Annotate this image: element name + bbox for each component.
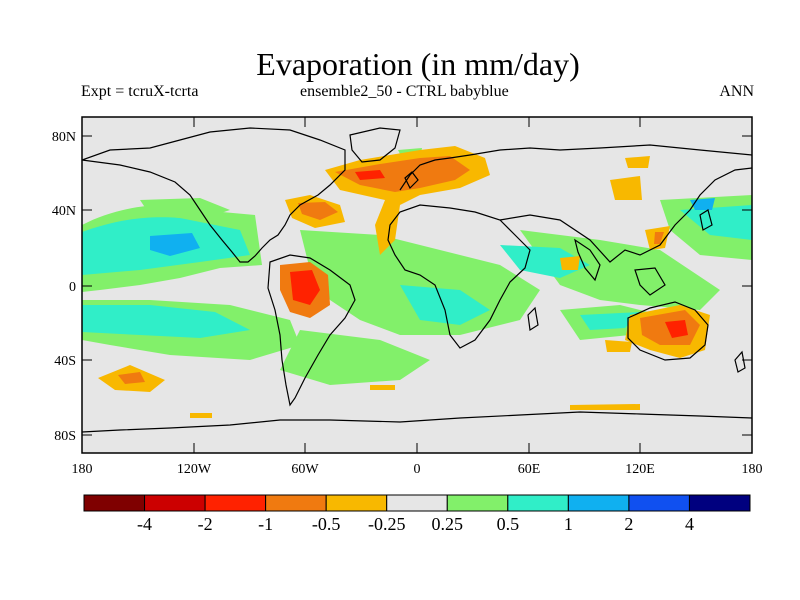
lat-label: 40N	[52, 204, 76, 219]
contour-south-pacific-orange	[118, 372, 145, 384]
contour-southern-yellow-2	[605, 340, 632, 352]
seasia-coast	[634, 267, 666, 296]
contour-north-atlantic-red	[355, 170, 385, 180]
experiment-label: Expt = tcruX-tcrta	[81, 83, 199, 100]
colorbar-swatch	[204, 494, 267, 512]
colorbar-label: -1	[258, 514, 273, 534]
colorbar-swatch	[83, 494, 146, 512]
colorbar-swatch	[144, 494, 206, 512]
lon-label: 60W	[291, 462, 319, 477]
contour-pacific-blue	[150, 233, 200, 256]
colorbar-label: -0.5	[312, 514, 341, 534]
contour-pacific-north-green	[140, 198, 230, 220]
india-coast	[574, 238, 601, 282]
contour-southern-yellow-1	[570, 404, 640, 410]
lon-tick-labels: 180 120W 60W 0 60E 120E 180	[72, 462, 763, 477]
colorbar-label: -4	[137, 514, 152, 534]
lat-label: 0	[69, 280, 76, 295]
lon-tick-marks	[193, 117, 641, 453]
greenland-coast	[349, 127, 401, 163]
lat-label: 80N	[52, 130, 76, 145]
lat-tick-labels: 80N 40N 0 40S 80S	[52, 130, 76, 444]
contour-atlantic-green-south	[280, 330, 430, 385]
contour-atlantic-cyan	[400, 285, 490, 325]
lon-label: 180	[742, 462, 763, 477]
lat-label: 80S	[54, 429, 76, 444]
colorbar-label: 0.25	[432, 514, 464, 534]
contour-westpac-cyan	[680, 205, 752, 240]
australia-coast	[627, 301, 709, 361]
japan-coast	[699, 209, 713, 231]
south-america-coast	[267, 254, 356, 407]
contour-siberia-yellow	[625, 156, 650, 168]
colorbar-swatch	[386, 494, 448, 512]
lat-tick-marks	[82, 135, 752, 436]
contour-china-orange	[654, 232, 664, 244]
lon-label: 120E	[625, 462, 655, 477]
contour-australia-red	[665, 320, 688, 338]
new-zealand-coast	[734, 350, 746, 373]
colorbar: -4 -2 -1 -0.5 -0.25 0.25 0.5 1 2 4	[83, 494, 751, 534]
contour-southern-yellow-4	[190, 413, 212, 418]
contour-amazon-red	[290, 270, 320, 305]
africa-coast	[387, 204, 531, 349]
contour-southern-yellow-3	[370, 385, 395, 390]
north-america-coast	[82, 127, 346, 263]
colorbar-label: -0.25	[368, 514, 406, 534]
ensemble-label: ensemble2_50 - CTRL babyblue	[300, 83, 509, 100]
contour-indian-yellow	[560, 256, 580, 270]
colorbar-label: -2	[198, 514, 213, 534]
colorbar-label: 1	[564, 514, 573, 534]
season-label: ANN	[719, 83, 754, 100]
colorbar-label: 0.5	[497, 514, 520, 534]
colorbar-swatch	[507, 494, 569, 512]
lon-label: 180	[72, 462, 93, 477]
contour-south-indian-cyan	[580, 312, 640, 330]
colorbar-swatch	[688, 494, 751, 512]
colorbar-swatch	[325, 494, 388, 512]
contour-pacific-cyan-south	[82, 305, 250, 338]
chart-title: Evaporation (in mm/day)	[256, 46, 580, 82]
uk-coast	[404, 171, 419, 190]
lon-label: 120W	[177, 462, 212, 477]
contour-north-atlantic-orange	[335, 156, 470, 192]
colorbar-label: 4	[685, 514, 694, 534]
colorbar-label: 2	[624, 514, 633, 534]
contour-fills	[82, 146, 752, 418]
madagascar-coast	[527, 306, 539, 332]
asia-coast	[499, 167, 752, 263]
lon-label: 0	[414, 462, 421, 477]
lon-label: 60E	[518, 462, 541, 477]
lat-label: 40S	[54, 354, 76, 369]
coastlines	[82, 127, 752, 433]
colorbar-swatch	[446, 494, 509, 512]
colorbar-swatch	[265, 494, 327, 512]
colorbar-swatch	[567, 494, 630, 512]
colorbar-swatch	[628, 494, 690, 512]
contour-asia-yellow	[610, 176, 642, 200]
contour-gulfstream-orange	[298, 202, 338, 220]
antarctica-coast	[82, 411, 752, 433]
europe-coast	[399, 144, 752, 191]
contour-indian-green	[520, 230, 720, 310]
